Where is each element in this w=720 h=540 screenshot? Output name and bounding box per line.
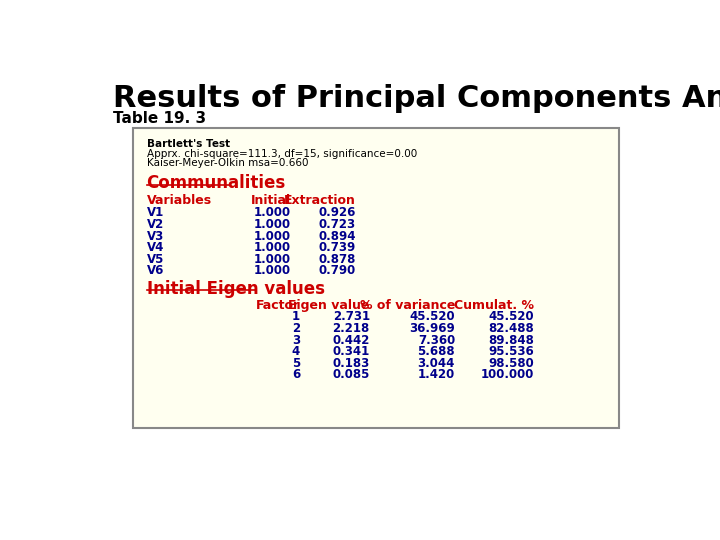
Text: 7.360: 7.360 <box>418 334 455 347</box>
Text: 5.688: 5.688 <box>418 345 455 358</box>
Text: Table 19. 3: Table 19. 3 <box>113 111 207 126</box>
Text: 3.044: 3.044 <box>418 356 455 369</box>
Text: V5: V5 <box>147 253 164 266</box>
Text: 5: 5 <box>292 356 300 369</box>
Text: Variables: Variables <box>147 194 212 207</box>
Text: % of variance: % of variance <box>360 299 455 312</box>
Text: Kaiser-Meyer-Olkin msa=0.660: Kaiser-Meyer-Olkin msa=0.660 <box>147 158 308 168</box>
Text: 0.442: 0.442 <box>333 334 370 347</box>
Text: 0.341: 0.341 <box>333 345 370 358</box>
Text: V2: V2 <box>147 218 164 231</box>
Text: Factor: Factor <box>256 299 300 312</box>
Text: V3: V3 <box>147 230 164 242</box>
Text: 0.723: 0.723 <box>319 218 356 231</box>
Text: 89.848: 89.848 <box>488 334 534 347</box>
Text: 1.420: 1.420 <box>418 368 455 381</box>
Text: 1.000: 1.000 <box>253 206 291 219</box>
Text: 3: 3 <box>292 334 300 347</box>
Text: 1: 1 <box>292 310 300 323</box>
Text: 0.739: 0.739 <box>318 241 356 254</box>
Text: 4: 4 <box>292 345 300 358</box>
Text: Cumulat. %: Cumulat. % <box>454 299 534 312</box>
Text: 45.520: 45.520 <box>488 310 534 323</box>
Text: 0.085: 0.085 <box>333 368 370 381</box>
Text: 1.000: 1.000 <box>253 253 291 266</box>
Text: 1.000: 1.000 <box>253 218 291 231</box>
Text: V6: V6 <box>147 264 164 277</box>
Text: 1.000: 1.000 <box>253 230 291 242</box>
Text: 1.000: 1.000 <box>253 241 291 254</box>
Text: 36.969: 36.969 <box>409 322 455 335</box>
Text: 2.731: 2.731 <box>333 310 370 323</box>
Text: 2: 2 <box>292 322 300 335</box>
Text: Initial: Initial <box>251 194 291 207</box>
Text: Results of Principal Components Analysis: Results of Principal Components Analysis <box>113 84 720 113</box>
Text: 95.536: 95.536 <box>488 345 534 358</box>
Text: 0.926: 0.926 <box>318 206 356 219</box>
Text: V1: V1 <box>147 206 164 219</box>
Text: Initial Eigen values: Initial Eigen values <box>147 280 325 298</box>
Text: 100.000: 100.000 <box>481 368 534 381</box>
Text: 82.488: 82.488 <box>488 322 534 335</box>
Text: 45.520: 45.520 <box>410 310 455 323</box>
Text: 6: 6 <box>292 368 300 381</box>
Text: Communalities: Communalities <box>147 174 286 192</box>
Text: 0.790: 0.790 <box>318 264 356 277</box>
Text: Apprx. chi-square=111.3, df=15, significance=0.00: Apprx. chi-square=111.3, df=15, signific… <box>147 148 417 159</box>
Text: 0.878: 0.878 <box>318 253 356 266</box>
Text: 2.218: 2.218 <box>333 322 370 335</box>
Text: Extraction: Extraction <box>284 194 356 207</box>
Text: 0.183: 0.183 <box>333 356 370 369</box>
Text: Bartlett's Test: Bartlett's Test <box>147 139 230 148</box>
FancyBboxPatch shape <box>132 128 619 428</box>
Text: Eigen value: Eigen value <box>289 299 370 312</box>
Text: 1.000: 1.000 <box>253 264 291 277</box>
Text: V4: V4 <box>147 241 164 254</box>
Text: 98.580: 98.580 <box>488 356 534 369</box>
Text: 0.894: 0.894 <box>318 230 356 242</box>
